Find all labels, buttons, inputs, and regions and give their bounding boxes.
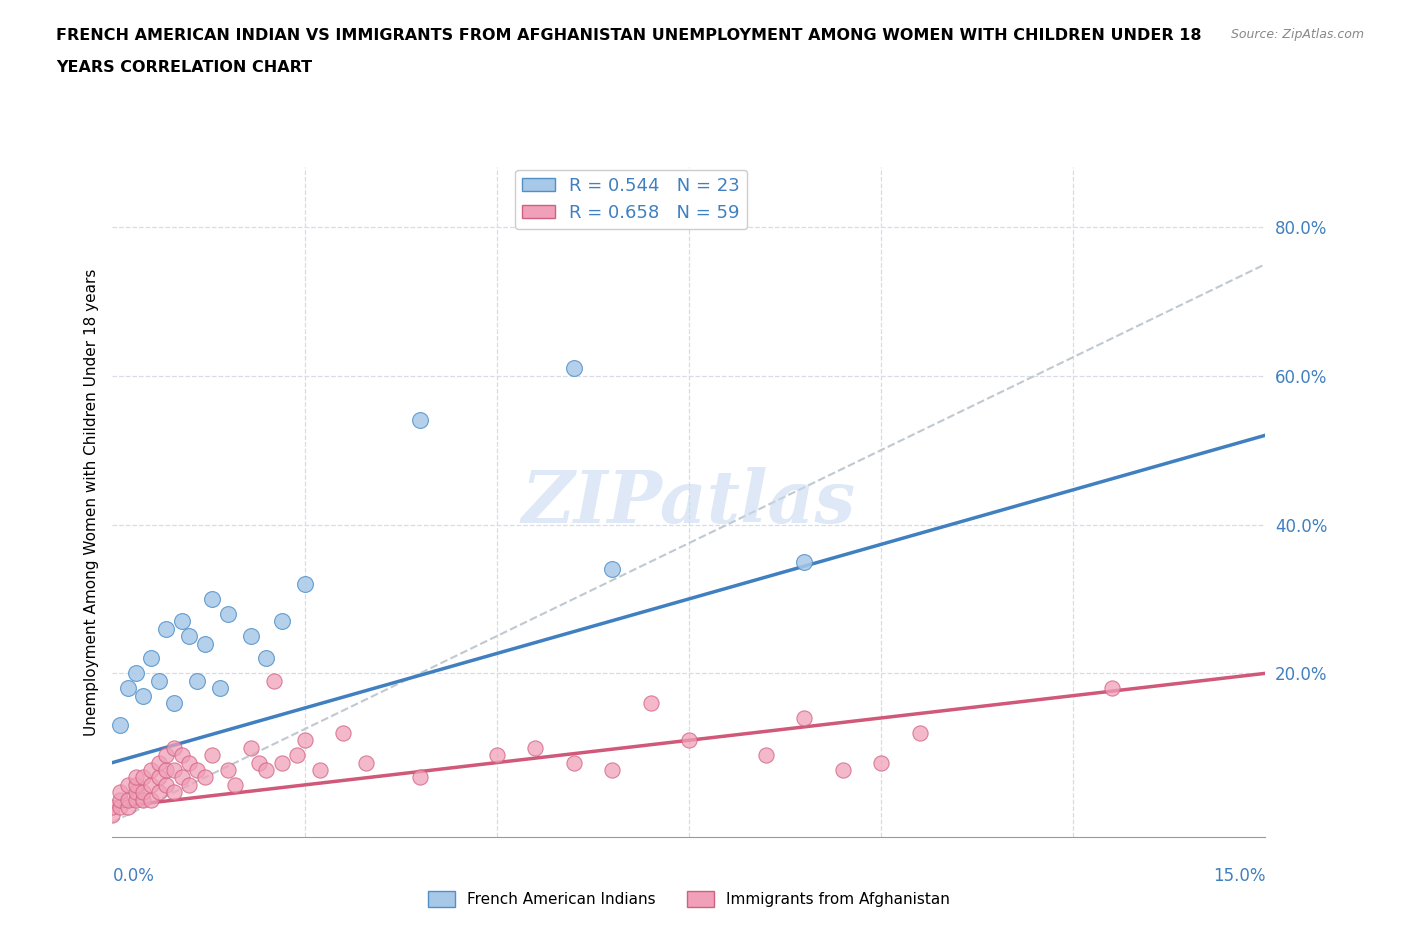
Point: [124, 777, 146, 792]
Point: [139, 651, 162, 666]
Point: [562, 361, 585, 376]
Legend: R = 0.544   N = 23, R = 0.658   N = 59: R = 0.544 N = 23, R = 0.658 N = 59: [515, 170, 748, 229]
Point: [524, 740, 547, 755]
Point: [294, 577, 316, 591]
Point: [755, 748, 778, 763]
Point: [148, 673, 170, 688]
Point: [101, 807, 124, 822]
Point: [600, 763, 623, 777]
Legend: French American Indians, Immigrants from Afghanistan: French American Indians, Immigrants from…: [422, 884, 956, 913]
Point: [108, 792, 131, 807]
Point: [124, 770, 146, 785]
Text: Source: ZipAtlas.com: Source: ZipAtlas.com: [1230, 28, 1364, 41]
Text: ZIPatlas: ZIPatlas: [522, 467, 856, 538]
Y-axis label: Unemployment Among Women with Children Under 18 years: Unemployment Among Women with Children U…: [83, 269, 98, 736]
Point: [170, 748, 193, 763]
Point: [155, 748, 177, 763]
Point: [179, 755, 201, 770]
Point: [908, 725, 931, 740]
Point: [409, 770, 432, 785]
Point: [239, 740, 262, 755]
Point: [309, 763, 332, 777]
Text: YEARS CORRELATION CHART: YEARS CORRELATION CHART: [56, 60, 312, 75]
Point: [562, 755, 585, 770]
Point: [179, 777, 201, 792]
Point: [640, 696, 662, 711]
Point: [132, 688, 155, 703]
Point: [148, 770, 170, 785]
Point: [263, 673, 285, 688]
Point: [209, 681, 232, 696]
Point: [108, 718, 131, 733]
Point: [870, 755, 893, 770]
Point: [678, 733, 700, 748]
Point: [117, 681, 139, 696]
Point: [332, 725, 354, 740]
Point: [194, 770, 217, 785]
Point: [186, 673, 208, 688]
Point: [254, 763, 277, 777]
Point: [186, 763, 208, 777]
Point: [139, 763, 162, 777]
Point: [117, 777, 139, 792]
Point: [101, 800, 124, 815]
Point: [485, 748, 508, 763]
Point: [270, 614, 292, 629]
Point: [831, 763, 853, 777]
Point: [139, 792, 162, 807]
Point: [108, 800, 131, 815]
Point: [201, 591, 224, 606]
Point: [254, 651, 277, 666]
Point: [793, 711, 815, 725]
Point: [163, 696, 186, 711]
Point: [155, 777, 177, 792]
Point: [163, 763, 186, 777]
Point: [124, 666, 146, 681]
Point: [139, 777, 162, 792]
Text: 15.0%: 15.0%: [1213, 867, 1265, 884]
Point: [217, 606, 239, 621]
Point: [247, 755, 270, 770]
Point: [132, 792, 155, 807]
Point: [148, 785, 170, 800]
Point: [194, 636, 217, 651]
Point: [285, 748, 308, 763]
Point: [108, 785, 131, 800]
Point: [117, 800, 139, 815]
Point: [155, 763, 177, 777]
Point: [117, 792, 139, 807]
Point: [239, 629, 262, 644]
Point: [179, 629, 201, 644]
Text: 0.0%: 0.0%: [112, 867, 155, 884]
Point: [793, 554, 815, 569]
Point: [155, 621, 177, 636]
Point: [148, 755, 170, 770]
Point: [409, 413, 432, 428]
Point: [270, 755, 292, 770]
Point: [124, 785, 146, 800]
Point: [354, 755, 377, 770]
Point: [124, 792, 146, 807]
Point: [170, 770, 193, 785]
Point: [163, 785, 186, 800]
Point: [201, 748, 224, 763]
Point: [1101, 681, 1123, 696]
Point: [132, 770, 155, 785]
Point: [600, 562, 623, 577]
Point: [224, 777, 246, 792]
Point: [170, 614, 193, 629]
Point: [163, 740, 186, 755]
Point: [132, 785, 155, 800]
Text: FRENCH AMERICAN INDIAN VS IMMIGRANTS FROM AFGHANISTAN UNEMPLOYMENT AMONG WOMEN W: FRENCH AMERICAN INDIAN VS IMMIGRANTS FRO…: [56, 28, 1202, 43]
Point: [217, 763, 239, 777]
Point: [294, 733, 316, 748]
